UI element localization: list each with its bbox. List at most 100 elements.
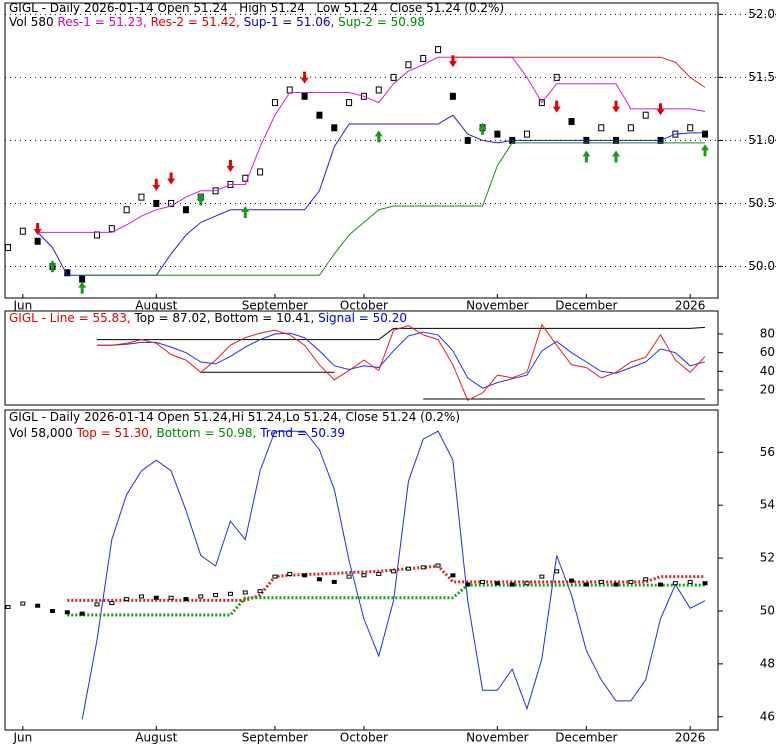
x-tick-label: 2026	[675, 299, 706, 313]
candle	[361, 573, 367, 578]
header-text: Bottom = 50.98,	[157, 426, 261, 440]
candle	[613, 582, 619, 587]
candle	[5, 244, 11, 252]
header-line: GIGL - Daily 2026-01-14 Open 51.24 High …	[9, 1, 504, 15]
x-tick-label: October	[340, 299, 388, 313]
candle	[598, 579, 604, 584]
candle	[509, 582, 515, 587]
candle	[435, 563, 441, 568]
candle	[554, 569, 560, 574]
y-tick-label: 50	[760, 603, 775, 617]
candle	[449, 92, 456, 100]
x-tick-label: Jun	[12, 299, 32, 313]
candle	[257, 168, 264, 176]
x-tick-label: December	[555, 299, 617, 313]
buy-arrow	[241, 205, 250, 218]
header-text: GIGL - Daily 2026-01-14 Open 51.24,Hi 51…	[9, 410, 460, 424]
candle	[568, 118, 575, 126]
candle	[19, 227, 26, 235]
candle	[301, 92, 308, 100]
header-text: Res-2 = 51.42,	[151, 15, 244, 29]
buy-arrow	[374, 130, 383, 143]
y-tick-label: 40	[760, 364, 775, 378]
header-text: Sup-1 = 51.06,	[244, 15, 338, 29]
panel-frame	[4, 409, 719, 731]
candle	[182, 206, 189, 214]
series-line	[97, 323, 706, 401]
candle	[450, 573, 456, 578]
sell-arrow	[448, 55, 457, 68]
sell-arrow	[167, 172, 176, 185]
plot	[5, 430, 708, 720]
candle	[108, 225, 115, 233]
candle	[420, 565, 426, 570]
series-line	[82, 142, 705, 276]
candle	[272, 574, 278, 579]
x-tick-label: August	[135, 731, 177, 745]
candle	[49, 608, 55, 613]
candle	[569, 578, 575, 583]
candle	[553, 73, 560, 81]
sell-arrow	[612, 100, 621, 113]
y-tick-label: 60	[760, 345, 775, 359]
candle	[35, 603, 41, 608]
header-text: Sup-2 = 50.98	[338, 15, 425, 29]
candle	[183, 597, 189, 602]
header-text: Vol 58,000	[9, 426, 77, 440]
candle	[672, 581, 678, 586]
x-tick-label: December	[555, 731, 617, 745]
candle	[227, 591, 233, 596]
candle	[94, 602, 100, 607]
candle	[480, 579, 486, 584]
candle	[405, 61, 412, 69]
buy-arrow	[48, 260, 57, 273]
candle	[346, 574, 352, 579]
panel-frame	[4, 310, 719, 406]
candle	[435, 46, 442, 54]
series-line	[452, 56, 706, 88]
candle	[391, 569, 397, 574]
candle	[702, 130, 709, 138]
candle	[494, 581, 500, 586]
candle	[124, 597, 130, 602]
candle	[465, 582, 471, 587]
sell-arrow	[656, 103, 665, 116]
buy-arrow	[701, 144, 710, 157]
candle	[198, 594, 204, 599]
candle	[627, 124, 634, 132]
panel-frame	[4, 2, 719, 299]
y-tick-label: 52.0	[748, 7, 775, 21]
candle	[642, 111, 649, 119]
candle	[687, 124, 694, 132]
candle	[376, 571, 382, 576]
header-line: Vol 58,000 Top = 51.30, Bottom = 50.98, …	[9, 426, 345, 440]
candle	[494, 130, 501, 138]
sell-arrow	[226, 159, 235, 172]
candle	[316, 577, 322, 582]
header-text: Res-1 = 51.23,	[58, 15, 151, 29]
plot	[97, 323, 706, 401]
candle	[138, 193, 145, 201]
sell-arrow	[152, 178, 161, 191]
candle	[64, 610, 70, 615]
header-line: GIGL - Daily 2026-01-14 Open 51.24,Hi 51…	[9, 410, 460, 424]
candle	[583, 582, 589, 587]
x-tick-label: September	[242, 299, 308, 313]
header-line: GIGL - Line = 55.83, Top = 87.02, Bottom…	[9, 311, 407, 325]
x-tick-label: August	[135, 299, 177, 313]
x-tick-label: November	[466, 299, 528, 313]
series-line	[81, 430, 706, 720]
header-text: GIGL - Daily 2026-01-14 Open 51.24 High …	[9, 1, 504, 15]
x-tick-label: September	[242, 731, 308, 745]
y-tick-label: 54	[760, 498, 775, 512]
y-tick-label: 20	[760, 383, 775, 397]
x-tick-label: October	[340, 731, 388, 745]
candle	[643, 577, 649, 582]
candle	[524, 130, 531, 138]
x-tick-label: 2026	[675, 731, 706, 745]
y-tick-label: 51.0	[748, 133, 775, 147]
y-tick-label: 52	[760, 551, 775, 565]
series-line	[97, 331, 706, 389]
